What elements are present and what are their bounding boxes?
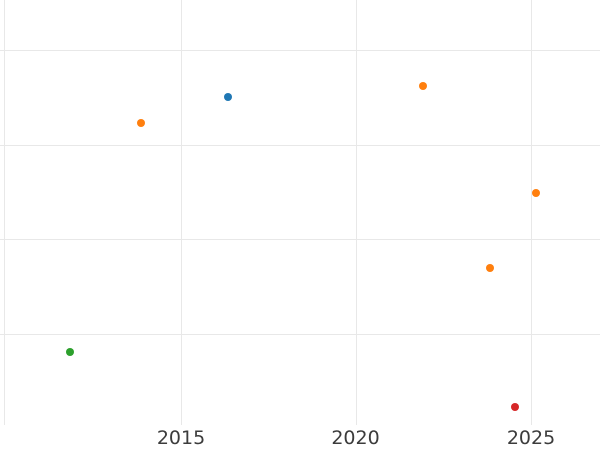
grid-line-vertical bbox=[531, 0, 532, 425]
data-point bbox=[136, 119, 145, 127]
data-point bbox=[66, 348, 74, 356]
grid-line-horizontal bbox=[0, 333, 600, 335]
grid-line-horizontal bbox=[0, 239, 600, 240]
grid-line-horizontal bbox=[0, 144, 600, 146]
data-point bbox=[418, 82, 427, 90]
grid-line-horizontal bbox=[0, 49, 600, 51]
data-point bbox=[485, 264, 494, 272]
data-point bbox=[511, 403, 519, 411]
data-point bbox=[532, 189, 540, 197]
x-tick-label: 2015 bbox=[156, 427, 206, 449]
grid-line-vertical bbox=[181, 0, 182, 425]
grid-line-vertical bbox=[355, 0, 357, 425]
x-tick-label: 2020 bbox=[331, 427, 380, 449]
x-tick-label: 2025 bbox=[506, 427, 556, 449]
data-point bbox=[224, 93, 232, 101]
grid-line-vertical bbox=[4, 0, 5, 425]
